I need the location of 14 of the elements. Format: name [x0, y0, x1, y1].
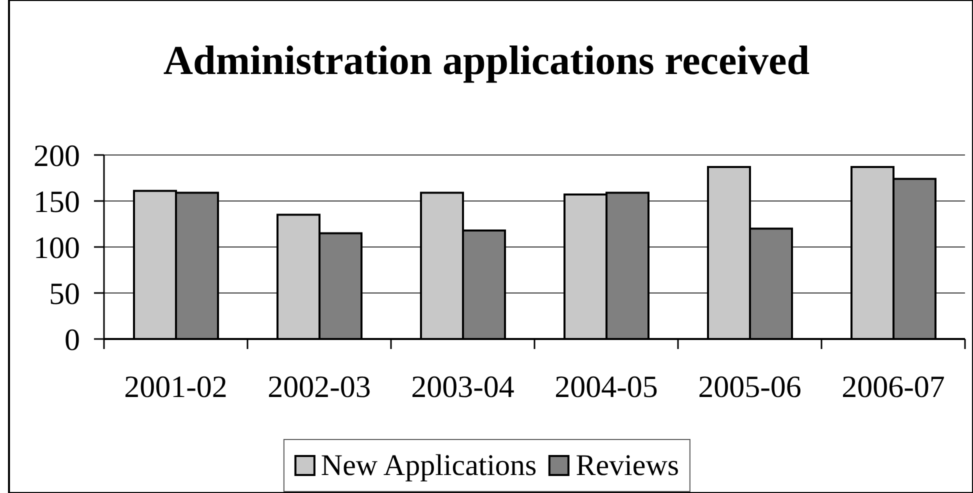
chart-title: Administration applications received	[162, 36, 811, 84]
legend-label: New Applications	[320, 448, 537, 484]
x-tick-label: 2001-02	[124, 369, 228, 404]
x-tick-label: 2004-05	[554, 369, 658, 404]
legend-label: Reviews	[576, 448, 680, 484]
y-tick-label: 200	[34, 138, 80, 174]
y-tick-label: 150	[34, 184, 80, 220]
x-tick-label: 2005-06	[698, 369, 802, 404]
y-tick-label: 0	[64, 322, 80, 358]
y-tick-label: 50	[49, 276, 80, 312]
y-tick-label: 100	[34, 230, 80, 266]
x-tick-label: 2002-03	[268, 369, 371, 404]
x-tick-label: 2003-04	[411, 369, 515, 404]
x-tick-label: 2006-07	[842, 369, 945, 404]
